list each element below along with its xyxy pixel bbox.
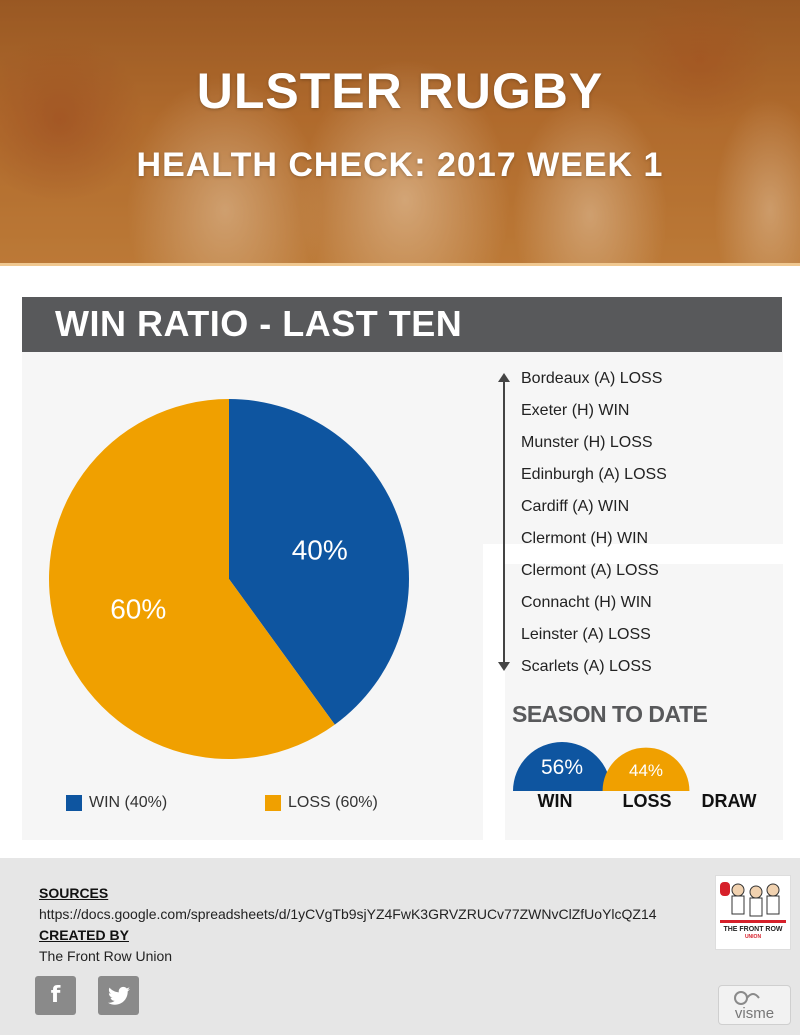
facebook-icon: f [50,983,61,1008]
twitter-button[interactable] [98,976,139,1015]
sources-link[interactable]: https://docs.google.com/spreadsheets/d/1… [39,906,657,922]
legend-item-loss: LOSS (60%) [265,794,378,812]
season-label-draw: DRAW [701,791,757,811]
result-item: Clermont (H) WIN [521,530,649,547]
twitter-icon [107,986,130,1005]
season-to-date-chart: 56% 44% [513,742,690,791]
facebook-button[interactable]: f [35,976,76,1015]
season-label-loss: LOSS [622,791,672,811]
logo-figures-icon [720,882,786,923]
legend-item-win: WIN (40%) [66,794,167,812]
win-ratio-pie-chart: 40% 60% [48,399,409,759]
sources-heading: SOURCES [39,885,109,901]
logo-text: THE FRONT ROW [723,926,783,933]
arrow-up-icon [498,373,510,382]
visme-text: visme [734,1005,775,1022]
season-semicircle-win [513,742,611,791]
pie-label-win: 40% [292,535,348,566]
legend-label-win: WIN (40%) [89,794,168,811]
result-item: Scarlets (A) LOSS [521,658,652,675]
win-ratio-panel: 40% 60% WIN (40%) LOSS (60%) [22,352,483,840]
pie-slice-loss [48,399,335,759]
result-item: Cardiff (A) WIN [521,498,630,515]
result-item: Leinster (A) LOSS [521,626,651,643]
section-header: WIN RATIO - LAST TEN [22,297,782,352]
results-panel-bottom [505,564,783,840]
visme-badge[interactable]: visme [718,985,791,1025]
result-item: Munster (H) LOSS [521,434,653,451]
legend-swatch-win [66,795,82,811]
section-title: WIN RATIO - LAST TEN [55,303,463,344]
legend-swatch-loss [265,795,281,811]
hero-divider [0,263,800,266]
result-item: Connacht (H) WIN [521,594,652,611]
result-item: Exeter (H) WIN [521,402,630,419]
season-title: SEASON TO DATE [512,701,708,727]
created-by-text: The Front Row Union [39,948,173,964]
pie-label-loss: 60% [110,593,166,624]
arrow-down-icon [498,662,510,671]
timeline-line [503,378,505,666]
results-list: Bordeaux (A) LOSS Exeter (H) WIN Munster (… [521,368,667,688]
visme-logo-icon [734,991,760,1005]
hero-banner [0,0,800,263]
result-item: Clermont (A) LOSS [521,562,659,579]
season-value-loss: 44% [629,761,663,780]
results-panel-top [483,352,783,544]
front-row-union-logo: THE FRONT ROW UNION [715,875,791,950]
result-item: Edinburgh (A) LOSS [521,466,667,483]
page-subtitle: HEALTH CHECK: 2017 WEEK 1 [136,146,664,184]
season-label-win: WIN [537,791,573,811]
logo-subtext: UNION [744,934,762,940]
season-semicircle-loss [602,747,690,791]
legend-label-loss: LOSS (60%) [288,794,378,811]
season-value-win: 56% [541,756,583,779]
created-by-heading: CREATED BY [39,927,129,943]
result-item: Bordeaux (A) LOSS [521,370,663,387]
page-title: ULSTER RUGBY [196,63,604,119]
pie-slice-win [229,399,409,725]
